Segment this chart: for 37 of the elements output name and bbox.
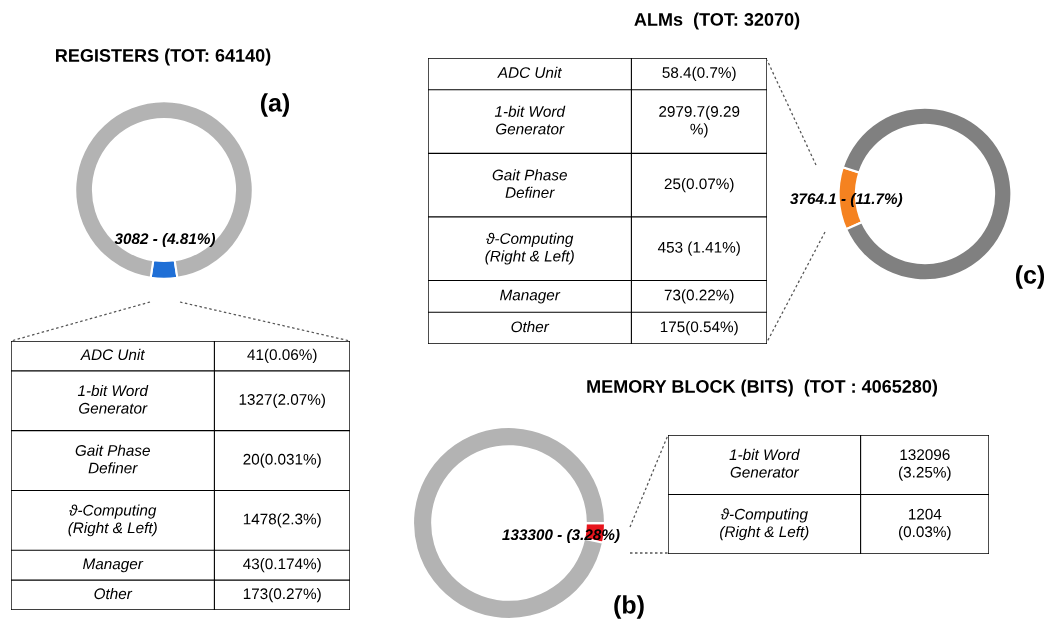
text: 1204 (0.03%)	[899, 508, 951, 541]
category-label: 1-bit Word Generator	[494, 105, 566, 135]
donut-slice	[841, 106, 1013, 282]
chart-title: ALMs (TOT: 32070)	[634, 12, 800, 30]
text: 41(0.06%)	[247, 348, 317, 364]
text: 453 (1.41%)	[657, 241, 740, 256]
category-label: Other	[511, 320, 550, 333]
category-label: Other	[94, 587, 133, 600]
text: 43(0.174%)	[243, 558, 321, 573]
data-label: 3082 - (4.81%)	[114, 232, 216, 248]
category-label: Gait Phase Definer	[492, 169, 567, 198]
donut-slice	[74, 100, 254, 279]
text: 73(0.22%)	[664, 289, 734, 304]
text: 132096 (3.25%)	[899, 449, 951, 481]
text: 25(0.07%)	[664, 177, 734, 193]
text: 1327(2.07%)	[239, 393, 325, 408]
category-label: ϑ-Computing (Right & Left)	[68, 504, 157, 537]
category-label: 1-bit Word Generator	[729, 448, 800, 478]
category-label: ADC Unit	[497, 66, 563, 78]
text: 2979.7(9.29 %)	[659, 105, 740, 138]
category-label: ϑ-Computing (Right & Left)	[485, 232, 574, 265]
text: 173(0.27%)	[243, 587, 321, 603]
category-label: ϑ-Computing (Right & Left)	[720, 508, 809, 541]
text: 58.4(0.7%)	[662, 66, 736, 81]
text: 1478(2.3%)	[243, 513, 321, 528]
text: (b)	[614, 595, 644, 619]
category-label: ADC Unit	[80, 348, 146, 361]
text: 20(0.031%)	[243, 453, 321, 468]
text: 175(0.54%)	[660, 320, 738, 336]
text: (a)	[260, 93, 290, 117]
category-label: Manager	[83, 558, 144, 573]
category-label: 1-bit Word Generator	[77, 384, 149, 414]
category-label: Gait Phase Definer	[75, 444, 150, 474]
text: MEMORY BLOCK (BITS) (TOT : 4065280)	[587, 379, 938, 397]
chart-title: REGISTERS (TOT: 64140)	[56, 48, 271, 66]
text: (c)	[1015, 265, 1045, 289]
category-label: Manager	[500, 289, 561, 304]
